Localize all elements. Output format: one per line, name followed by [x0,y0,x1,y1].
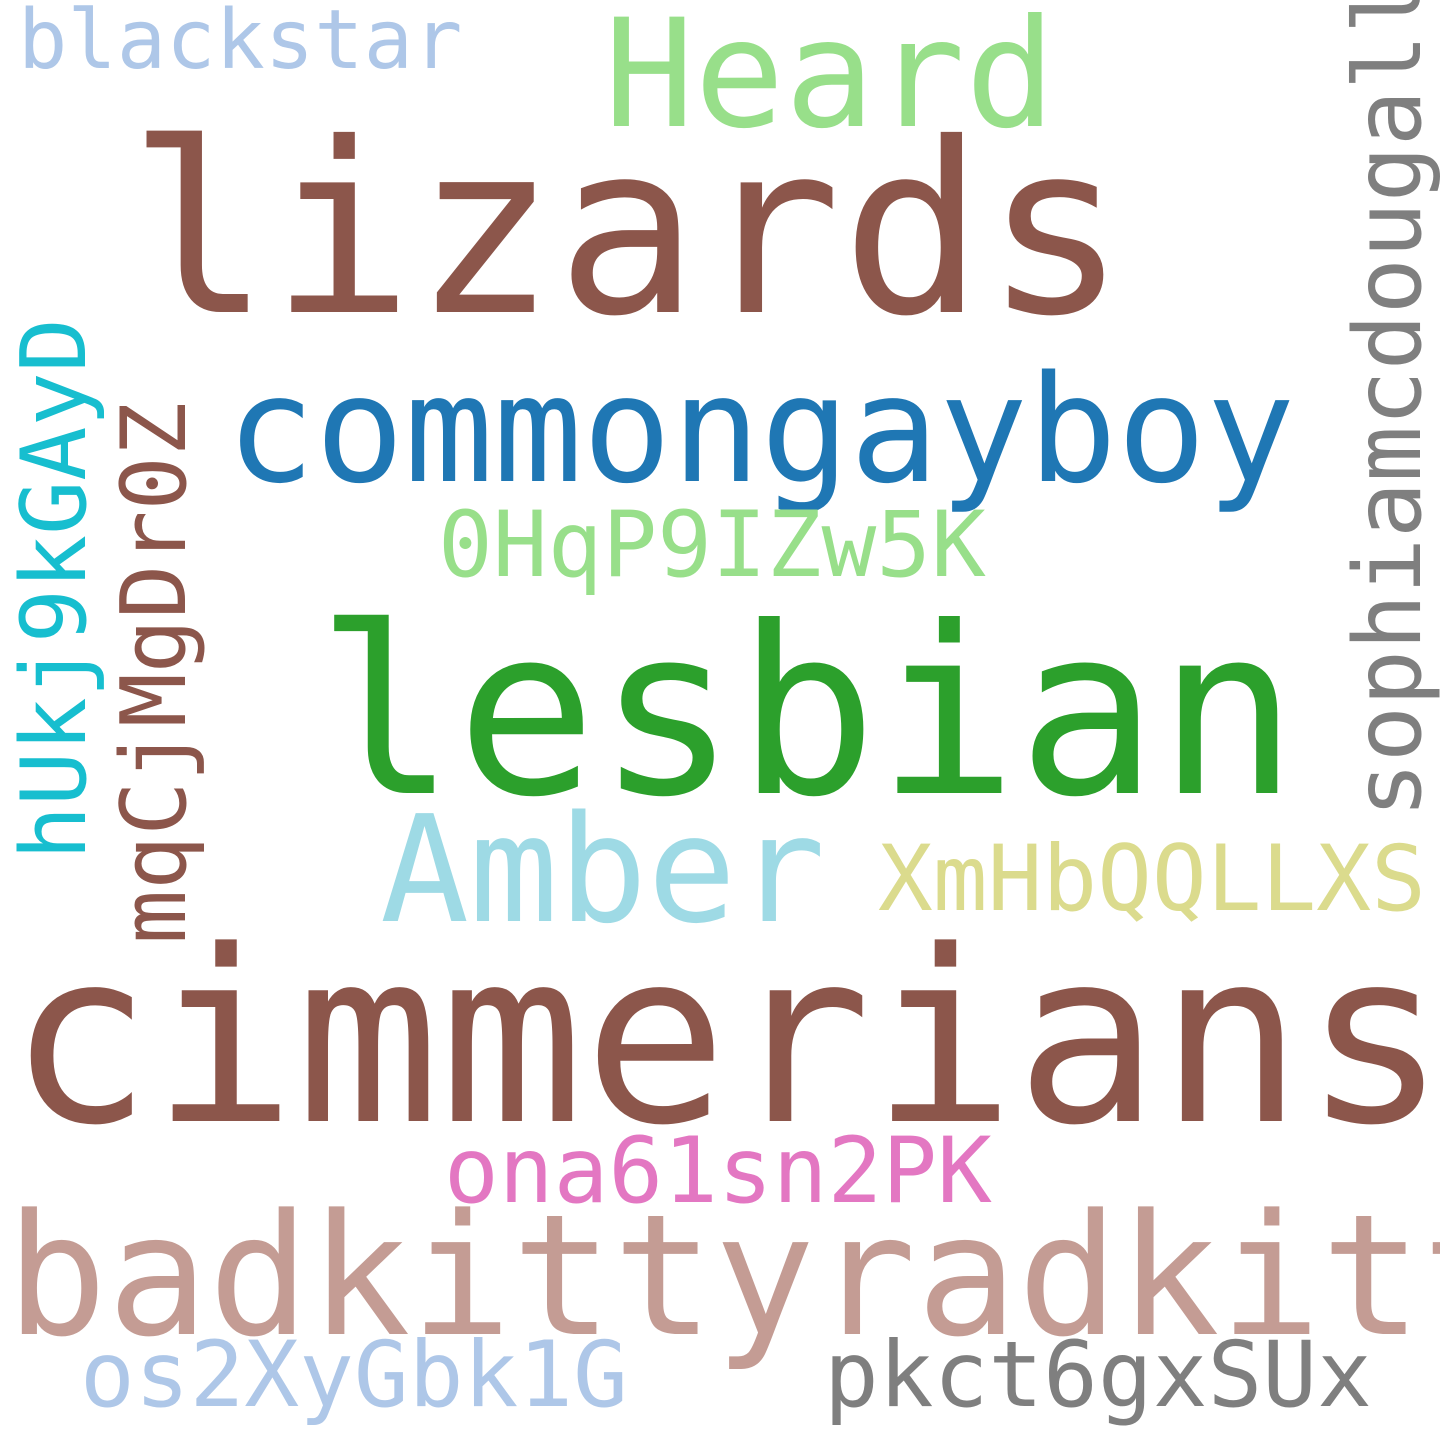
word-pkct6gxsux: pkct6gxSUx [824,1323,1372,1428]
word-lesbian: lesbian [316,577,1298,848]
word-xmhbqqllxs: XmHbQQLLXS [878,827,1426,932]
word-ona61sn2pk: ona61sn2PK [444,1119,992,1224]
word-mqcjmgdr0z: mqCjMgDr0Z [102,402,207,944]
word-hukj9kgayd: hUkj9kGAyD [2,318,107,860]
word-blackstar: blackstar [18,0,463,88]
word-lizards: lizards [128,92,1127,368]
word-cimmerians: cimmerians [8,900,1440,1178]
word-0hqp9izw5k: 0HqP9IZw5K [438,493,986,598]
word-sophiamcdougall: sophiamcdougall [1334,0,1440,818]
word-os2xygbk1g: os2XyGbk1G [80,1323,628,1428]
word-badkittyradkitty: badkittyradkitty [6,1178,1440,1374]
word-commongayboy: commongayboy [226,344,1296,516]
word-heard: Heard [604,0,1056,162]
word-amber: Amber [380,784,826,956]
